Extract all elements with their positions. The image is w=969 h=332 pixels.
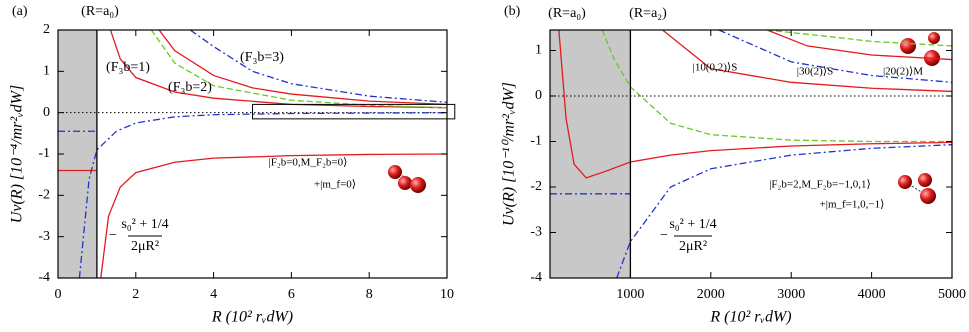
annotation: 2μR² [131, 239, 159, 254]
molecule-icon [388, 165, 426, 193]
y-tick-label: -3 [38, 229, 50, 244]
x-tick-label: 4000 [858, 287, 886, 302]
x-tick-label: 0 [55, 287, 62, 302]
annotation: |30(2)⟩S [797, 66, 833, 78]
panel-label: (b) [504, 4, 521, 19]
y-tick-label: -2 [530, 179, 542, 194]
annotation: − [660, 228, 668, 243]
annotation: +|m_f=1,0,−1⟩ [820, 199, 885, 211]
annotation: s₀² + 1/4 [669, 217, 716, 232]
y-axis-label: Uν(R) [10⁻¹⁰/mr²ᵥdW] [501, 82, 518, 226]
y-axis-label: Uν(R) [10⁻⁴/mr²ᵥdW] [9, 85, 26, 223]
x-tick-label: 10 [440, 287, 454, 302]
x-tick-label: 1000 [616, 287, 644, 302]
curve [718, 30, 952, 83]
x-tick-label: 4 [210, 287, 217, 302]
y-tick-label: -4 [38, 270, 50, 285]
annotation: (F₃b=1) [106, 60, 150, 75]
x-tick-label: 2000 [697, 287, 725, 302]
molecule-icon [898, 173, 936, 204]
inset-box [252, 103, 456, 120]
x-tick-label: 3000 [777, 287, 805, 302]
y-tick-label: 1 [535, 43, 542, 58]
plot-frame [549, 29, 953, 279]
curve [766, 30, 952, 61]
y-tick-label: 2 [43, 22, 50, 37]
x-tick-label: 8 [366, 287, 373, 302]
annotation: |F₂b=0,M_F₂b=0⟩ [269, 157, 348, 169]
x-axis-label: R (10² rᵥdW) [211, 309, 293, 326]
x-tick-label: 2 [132, 287, 139, 302]
x-tick-label: 5000 [938, 287, 966, 302]
curve [662, 30, 952, 93]
panel: 0 2 4 6 8 10 -4 -3 -2 -1 0 1 2 R (10² rᵥdW) Uν(R) [10⁻… [9, 4, 456, 326]
molecule-icon [900, 32, 940, 66]
x-axis-label: R (10² rᵥdW) [709, 309, 791, 326]
annotation: 2μR² [679, 239, 707, 254]
y-tick-label: -4 [530, 270, 542, 285]
annotation: (R=a₂) [629, 6, 667, 21]
curve [189, 30, 447, 103]
y-tick-label: -1 [530, 134, 542, 149]
y-tick-label: -1 [38, 146, 50, 161]
curve [767, 30, 952, 47]
annotation: |20(2)⟩M [883, 66, 923, 78]
annotation: (R=a₀) [81, 4, 119, 19]
y-tick-label: 0 [535, 88, 542, 103]
curve [601, 30, 952, 143]
shaded-region [58, 30, 97, 278]
y-tick-label: -3 [530, 225, 542, 240]
y-tick-label: 0 [43, 105, 50, 120]
curve [150, 30, 447, 109]
curve [616, 144, 952, 278]
curve [78, 112, 447, 278]
curve [158, 30, 447, 106]
curve [109, 30, 447, 109]
x-tick-label: 6 [288, 287, 295, 302]
annotation: − [109, 228, 117, 243]
annotation: s₀² + 1/4 [121, 217, 168, 232]
shaded-region [550, 30, 631, 278]
curves [58, 30, 447, 278]
panel-label: (a) [12, 4, 28, 19]
y-tick-label: 1 [43, 64, 50, 79]
annotation: +|m_f=0⟩ [314, 179, 356, 191]
annotation: (R=a₀) [548, 6, 586, 21]
annotation: |10(0,2)⟩S [693, 62, 738, 74]
annotation: (F₃b=2) [168, 80, 212, 95]
panel: 1000 2000 3000 4000 5000 -4 -3 -2 -1 0 1 R (10² rᵥd… [501, 4, 966, 325]
annotation: (F₃b=3) [240, 50, 284, 65]
y-tick-label: -2 [38, 188, 50, 203]
curve [100, 153, 447, 278]
annotation: |F₂b=2,M_F₂b=−1,0,1⟩ [769, 179, 871, 191]
